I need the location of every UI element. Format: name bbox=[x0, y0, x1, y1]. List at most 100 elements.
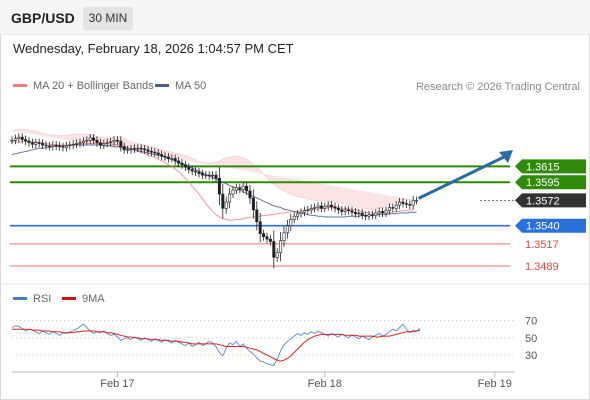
rsi-tick-label: 70 bbox=[525, 316, 537, 328]
header-bar: GBP/USD 30 MIN bbox=[0, 0, 590, 35]
candle-body bbox=[374, 212, 378, 216]
candle-body bbox=[122, 146, 126, 151]
candle-body bbox=[163, 155, 167, 158]
candle-body bbox=[381, 211, 385, 214]
candle-body bbox=[115, 140, 119, 142]
resistance-tag bbox=[515, 159, 586, 174]
candle-body bbox=[170, 158, 174, 160]
candle-body bbox=[92, 137, 96, 141]
rsi-legend-swatch bbox=[13, 297, 27, 300]
candle-body bbox=[109, 141, 113, 143]
candle-body bbox=[316, 205, 320, 208]
candle-body bbox=[54, 144, 58, 147]
candle-body bbox=[330, 204, 334, 208]
candle-body bbox=[20, 136, 24, 140]
candle-body bbox=[384, 210, 388, 214]
candle-body bbox=[228, 193, 232, 203]
candle-body bbox=[30, 142, 34, 145]
candle-body bbox=[183, 164, 187, 168]
candle-body bbox=[64, 145, 68, 148]
candle-body bbox=[13, 138, 17, 141]
candle-body bbox=[326, 204, 330, 208]
rsi-line bbox=[11, 323, 421, 366]
candle-body bbox=[241, 185, 245, 190]
candle-body bbox=[231, 189, 235, 195]
candle-body bbox=[370, 214, 374, 216]
candle-body bbox=[272, 241, 276, 258]
candle-body bbox=[411, 200, 415, 206]
last-label: 1.3572 bbox=[526, 195, 560, 207]
x-tick-label: Feb 17 bbox=[100, 378, 134, 390]
candle-body bbox=[343, 209, 347, 212]
candle-body bbox=[146, 149, 150, 152]
candle-body bbox=[319, 205, 323, 209]
candle-body bbox=[268, 238, 272, 242]
ma50-line bbox=[11, 144, 417, 218]
candle-body bbox=[347, 209, 351, 211]
candle-body bbox=[10, 140, 14, 142]
candle-body bbox=[204, 174, 208, 177]
candle-body bbox=[156, 152, 160, 155]
candle-body bbox=[265, 236, 269, 240]
rsi-ma-line bbox=[12, 328, 421, 362]
candle-body bbox=[75, 143, 79, 145]
resistance-label: 1.3595 bbox=[526, 177, 560, 189]
candle-body bbox=[275, 252, 279, 258]
candle-body bbox=[160, 154, 164, 157]
candle-body bbox=[350, 210, 354, 213]
last-tag bbox=[515, 193, 586, 208]
candle-body bbox=[251, 197, 255, 211]
candle-body bbox=[238, 187, 242, 190]
candle-body bbox=[262, 233, 266, 238]
candle-body bbox=[336, 208, 340, 211]
candle-body bbox=[299, 211, 303, 215]
candle-body bbox=[61, 146, 65, 148]
candle-body bbox=[153, 151, 157, 154]
x-tick-label: Feb 18 bbox=[308, 378, 342, 390]
candle-body bbox=[41, 143, 45, 146]
candle-body bbox=[353, 211, 357, 215]
candle-body bbox=[221, 193, 225, 209]
candle-body bbox=[296, 213, 300, 217]
candle-body bbox=[207, 174, 211, 177]
credit-label: Research © 2026 Trading Central bbox=[416, 81, 580, 93]
candle-body bbox=[323, 206, 327, 209]
candle-body bbox=[285, 225, 289, 234]
candle-body bbox=[364, 215, 368, 217]
candle-body bbox=[313, 207, 317, 209]
candle-body bbox=[333, 206, 337, 209]
candle-body bbox=[177, 160, 181, 164]
candle-body bbox=[95, 140, 99, 143]
candle-body bbox=[166, 156, 170, 159]
candle-body bbox=[415, 200, 419, 202]
forecast-arrow-head bbox=[499, 150, 513, 163]
candle-body bbox=[194, 170, 198, 173]
candle-body bbox=[68, 144, 72, 147]
bollinger-band bbox=[11, 128, 414, 210]
pivot-label: 1.3540 bbox=[526, 221, 560, 233]
candle-body bbox=[105, 142, 109, 144]
timeframe-button[interactable]: 30 MIN bbox=[83, 7, 133, 30]
candle-body bbox=[197, 171, 201, 174]
candle-body bbox=[81, 140, 85, 143]
candle-body bbox=[357, 212, 361, 215]
candle-body bbox=[404, 203, 408, 205]
candle-body bbox=[132, 147, 136, 150]
candle-body bbox=[398, 201, 402, 206]
candle-body bbox=[139, 147, 143, 150]
pivot-tag bbox=[515, 218, 586, 233]
legend-swatch bbox=[13, 84, 27, 87]
candle-body bbox=[44, 144, 48, 147]
candle-body bbox=[47, 145, 51, 147]
pair-title: GBP/USD bbox=[11, 10, 75, 26]
rsi-legend-label: 9MA bbox=[82, 293, 105, 305]
candle-body bbox=[292, 215, 296, 220]
support-label: 1.3489 bbox=[525, 261, 559, 273]
resistance-label: 1.3615 bbox=[526, 161, 560, 173]
candle-body bbox=[17, 136, 21, 140]
candle-body bbox=[279, 240, 283, 253]
candle-body bbox=[119, 140, 123, 147]
candle-body bbox=[309, 208, 313, 211]
candle-body bbox=[248, 190, 252, 199]
candle-body bbox=[211, 174, 215, 177]
